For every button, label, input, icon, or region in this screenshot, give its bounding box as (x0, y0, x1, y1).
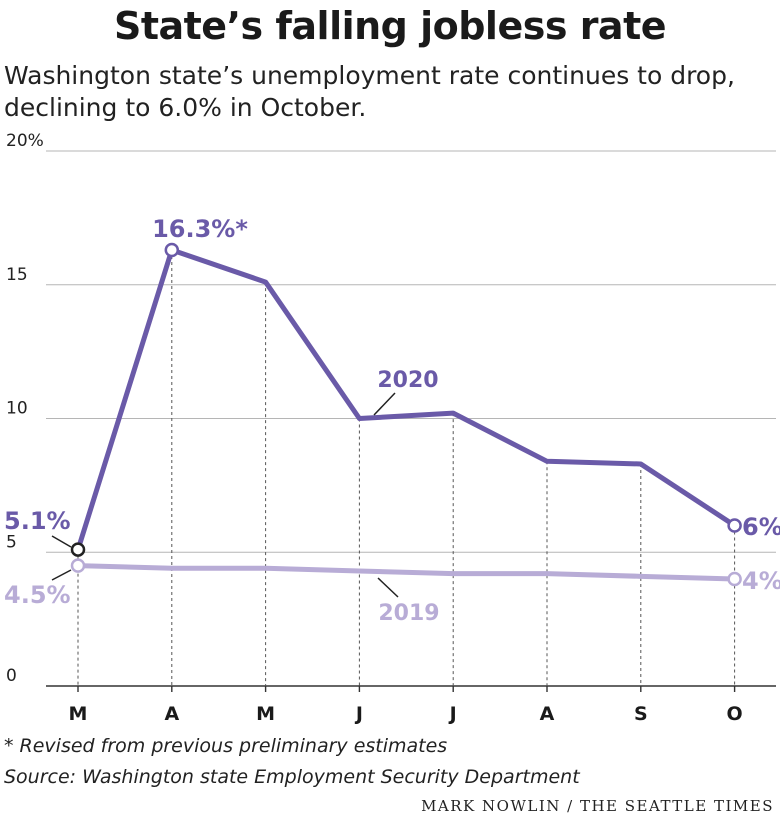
y-tick-label: 20% (6, 131, 44, 151)
label-2020-start: 5.1% (4, 507, 71, 535)
line-chart: 0 5 10 15 20% M A M J J A S O 16.3%* 5.1% 4.5% 6% 4% 202… (4, 131, 780, 725)
y-tick-label: 10 (6, 399, 28, 419)
leader-2019-name (377, 577, 399, 598)
annotation-leaders (51, 392, 399, 598)
marker-2019-end (727, 571, 742, 587)
credit-line: MARK NOWLIN / THE SEATTLE TIMES (421, 797, 774, 815)
label-2020-peak: 16.3%* (152, 215, 248, 243)
chart-title: State’s falling jobless rate (113, 4, 667, 48)
leader-2020-start (51, 535, 72, 548)
y-tick-label: 0 (6, 666, 17, 686)
series-markers (70, 242, 742, 587)
label-2020-end: 6% (742, 513, 780, 541)
x-tick-label: O (727, 703, 743, 725)
label-2019-start: 4.5% (4, 581, 71, 609)
source-note: Source: Washington state Employment Secu… (4, 766, 580, 788)
x-tick-label: M (256, 703, 275, 725)
y-tick-label: 15 (6, 265, 28, 285)
leader-2020-name (373, 392, 396, 416)
x-tick-label: A (540, 703, 555, 725)
marker-2020-peak (164, 242, 180, 258)
leader-2019-start (51, 569, 72, 581)
gridlines (46, 150, 776, 687)
x-tick-label: M (69, 703, 88, 725)
series-lines (75, 247, 738, 582)
footnote: * Revised from previous preliminary esti… (4, 735, 448, 757)
label-2019-end: 4% (742, 567, 780, 595)
annotation-labels: 16.3%* 5.1% 4.5% 6% 4% 2020 2019 (4, 215, 780, 626)
marker-2020-end (727, 518, 742, 533)
label-series-2019: 2019 (378, 601, 439, 626)
x-tick-label: J (448, 703, 457, 725)
y-tick-label: 5 (6, 532, 17, 552)
label-series-2020: 2020 (377, 368, 438, 393)
marker-2019-start (70, 558, 86, 573)
series-line-2019 (75, 563, 738, 582)
y-axis-ticks: 0 5 10 15 20% (6, 131, 44, 686)
chart-subtitle: Washington state’s unemployment rate con… (4, 61, 735, 122)
series-line-2020 (75, 247, 738, 553)
x-tick-label: A (164, 703, 179, 725)
marker-2020-start (70, 542, 86, 557)
month-guides (77, 249, 736, 686)
x-tick-label: S (634, 703, 648, 725)
x-tick-label: J (354, 703, 363, 725)
